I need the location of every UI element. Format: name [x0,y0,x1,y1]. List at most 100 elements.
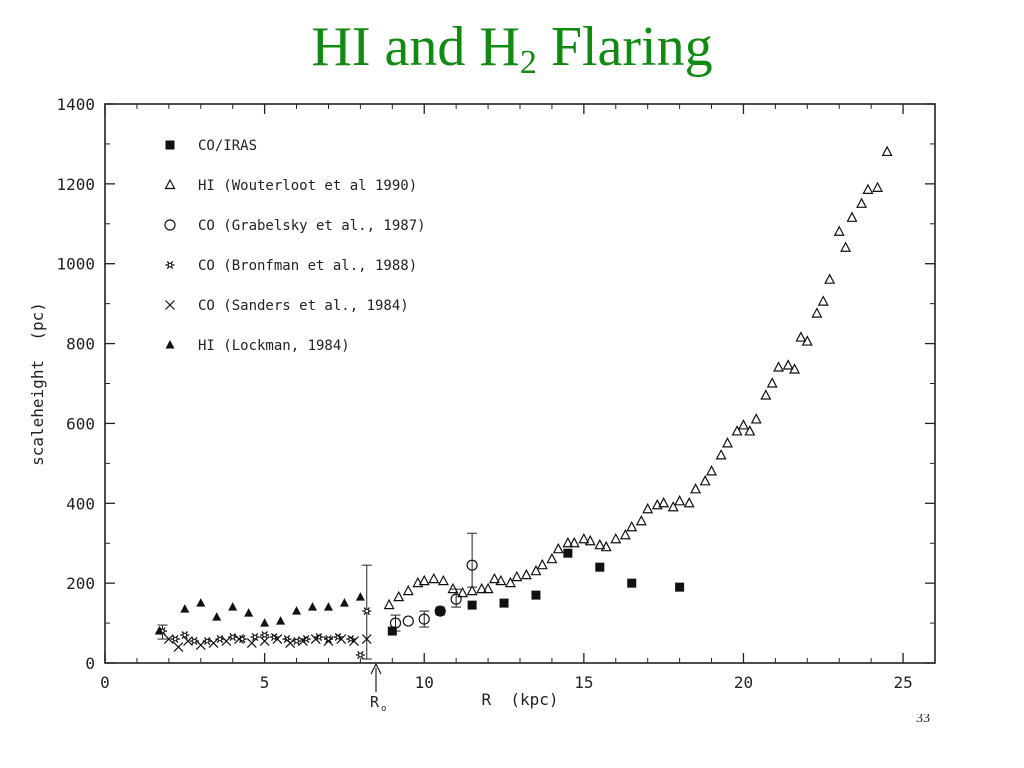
data-point [862,183,874,194]
data-point [250,633,260,642]
data-point [824,273,836,284]
data-point [221,636,232,646]
data-point [246,638,257,648]
legend-marker [165,340,175,349]
data-point [795,331,807,342]
data-point [520,568,532,580]
data-point [457,586,469,598]
data-point [801,335,813,346]
data-point [737,419,749,430]
data-point [336,634,347,644]
star-center [172,636,178,642]
y-tick-label: 0 [85,654,95,673]
data-point [715,449,727,460]
star-center [358,652,363,658]
title-subscript: 2 [519,44,537,81]
x-tick-label: 10 [415,673,434,692]
legend-label: CO (Grabelsky et al., 1987) [198,218,426,234]
data-point [412,576,424,588]
series-3 [389,559,478,629]
r0-annotation: R o [370,662,386,714]
legend-label: CO/IRAS [198,138,257,154]
title-main: HI and H [311,16,520,78]
data-point [437,574,449,586]
data-point [651,498,663,510]
slide-number: 33 [916,714,930,726]
data-point [244,608,254,617]
data-point [402,584,414,596]
data-point [208,638,219,648]
data-point [362,607,372,616]
legend-marker [164,219,176,231]
data-point [272,634,283,644]
legend-label: HI (Wouterloot et al 1990) [198,178,417,194]
data-point [782,359,794,370]
data-point [584,534,596,546]
data-point [499,598,509,608]
data-point [675,582,685,592]
legend-marker [164,178,176,190]
y-tick-label: 1000 [56,255,95,274]
data-point [773,361,785,372]
data-point [447,582,459,594]
series-5 [163,634,372,652]
y-tick-label: 1200 [56,175,95,194]
data-point [355,651,365,660]
data-point [674,495,686,506]
slide-title: HI and H2 Flaring [0,12,1024,82]
data-point [504,576,516,588]
data-point [619,528,631,540]
data-point [706,465,718,476]
data-point [594,538,606,550]
data-point [552,542,564,554]
data-point [817,295,829,306]
data-point [323,602,333,611]
data-point [536,558,548,570]
data-point [562,536,574,548]
series-6 [154,592,365,635]
data-point [183,636,193,646]
star-center [230,634,235,640]
star-center [239,636,245,642]
star-center [364,608,370,614]
data-point [259,636,270,646]
data-point [595,562,605,572]
series-1 [387,548,685,636]
data-point [627,578,637,588]
star-center [262,632,267,638]
data-point [361,634,372,644]
legend-marker [165,261,175,269]
data-point [683,497,695,508]
y-axis-label: scaleheight (pc) [28,302,47,466]
data-point [355,592,365,601]
data-point [234,634,245,644]
data-point [722,437,733,448]
data-point [450,593,462,605]
data-point [196,598,206,607]
data-point [339,598,349,607]
data-point [418,574,430,586]
data-point [766,377,778,388]
r0-arrow-head [370,662,382,675]
data-point [389,617,402,629]
data-point [578,532,590,544]
legend-label: HI (Lockman, 1984) [198,338,350,354]
data-point [563,548,573,558]
data-point [642,502,654,514]
data-point [476,582,488,594]
x-axis-label: R (kpc) [481,690,558,709]
x-tick-label: 15 [574,673,593,692]
r0-label: R [370,693,380,711]
data-point [731,425,743,436]
data-point [195,640,206,650]
x-tick-label: 5 [260,673,270,692]
data-point [292,606,302,615]
data-point [658,497,670,508]
data-point [434,605,446,617]
star-center [192,638,197,644]
data-point [435,606,445,616]
data-point [610,532,622,544]
y-tick-label: 1400 [56,95,95,114]
data-point [635,514,647,526]
data-point [846,211,858,222]
